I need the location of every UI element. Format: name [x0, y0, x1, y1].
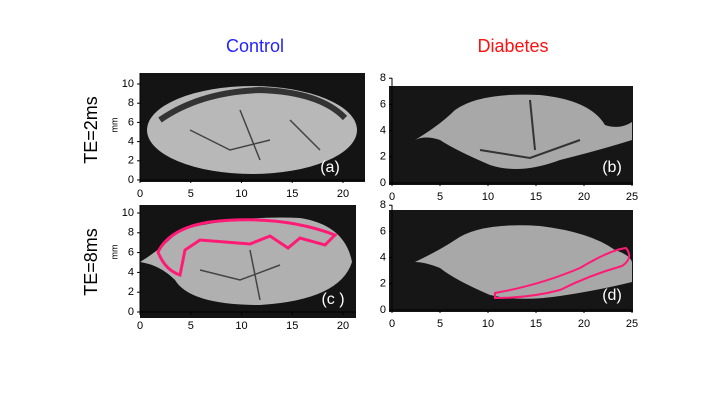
- panel-label: (c ): [321, 291, 344, 308]
- x-tick-label: 10: [482, 191, 494, 203]
- y-tick-label: 0: [380, 177, 386, 189]
- mri-image: [389, 86, 633, 185]
- y-tick-label: 4: [128, 266, 134, 278]
- x-tick-label: 5: [437, 191, 443, 203]
- x-tick-label: 0: [389, 191, 395, 203]
- x-tick-label: 15: [286, 320, 298, 332]
- y-tick-label: 10: [122, 78, 134, 90]
- y-tick-label: 4: [128, 136, 134, 148]
- x-tick-label: 0: [389, 318, 395, 330]
- y-tick-label: 6: [128, 247, 134, 259]
- y-tick-label: 6: [128, 116, 134, 128]
- x-tick-label: 20: [578, 191, 590, 203]
- x-tick-label: 5: [188, 188, 194, 200]
- x-tick-label: 10: [482, 318, 494, 330]
- y-tick-label: 0: [128, 306, 134, 318]
- x-tick-label: 10: [235, 188, 247, 200]
- x-tick-label: 0: [137, 320, 143, 332]
- y-tick-label: 8: [380, 72, 386, 84]
- x-tick-label: 25: [626, 191, 638, 203]
- y-tick-label: 8: [380, 199, 386, 211]
- panel-label: (d): [602, 287, 622, 304]
- panel-label: (a): [320, 159, 340, 176]
- x-tick-label: 10: [235, 320, 247, 332]
- y-tick-label: 4: [380, 125, 386, 137]
- y-tick-label: 2: [128, 155, 134, 167]
- y-tick-label: 2: [128, 286, 134, 298]
- x-tick-label: 25: [626, 318, 638, 330]
- mri-image: [140, 73, 365, 182]
- panel-label: (b): [602, 159, 622, 176]
- y-tick-label: 6: [380, 225, 386, 237]
- x-tick-label: 20: [337, 188, 349, 200]
- column-title: Control: [226, 36, 284, 56]
- x-tick-label: 5: [188, 320, 194, 332]
- y-tick-label: 6: [380, 98, 386, 110]
- y-axis-label: mm: [109, 245, 119, 260]
- y-tick-label: 8: [128, 97, 134, 109]
- x-tick-label: 20: [337, 320, 349, 332]
- x-tick-label: 0: [137, 188, 143, 200]
- y-tick-label: 2: [380, 278, 386, 290]
- column-title: Diabetes: [477, 36, 548, 56]
- y-tick-label: 0: [380, 304, 386, 316]
- mri-image: [389, 210, 633, 312]
- x-tick-label: 15: [530, 318, 542, 330]
- row-title: TE=8ms: [81, 228, 101, 296]
- row-title: TE=2ms: [81, 96, 101, 164]
- y-tick-label: 2: [380, 151, 386, 163]
- y-tick-label: 0: [128, 174, 134, 186]
- x-tick-label: 5: [437, 318, 443, 330]
- x-tick-label: 15: [530, 191, 542, 203]
- x-tick-label: 20: [578, 318, 590, 330]
- y-axis-label: mm: [109, 118, 119, 133]
- y-tick-label: 10: [122, 207, 134, 219]
- y-tick-label: 8: [128, 227, 134, 239]
- mri-image: [140, 205, 356, 318]
- y-tick-label: 4: [380, 252, 386, 264]
- x-tick-label: 15: [286, 188, 298, 200]
